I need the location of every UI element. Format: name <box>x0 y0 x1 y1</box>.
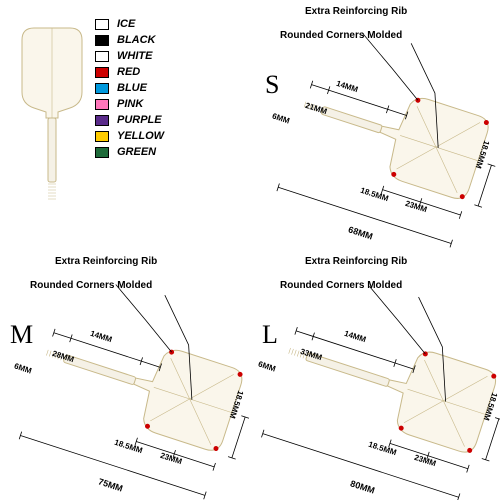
legend-label: GREEN <box>117 146 156 158</box>
panel-size-l: Extra Reinforcing Rib Rounded Corners Mo… <box>250 250 500 500</box>
legend-row: PINK <box>95 98 164 110</box>
flight-shaft <box>48 118 56 182</box>
panel-size-s: Extra Reinforcing Rib Rounded Corners Mo… <box>250 0 500 250</box>
diagram-m <box>0 250 250 500</box>
legend-row: YELLOW <box>95 130 164 142</box>
legend-label: YELLOW <box>117 130 164 142</box>
panel-size-m: Extra Reinforcing Rib Rounded Corners Mo… <box>0 250 250 500</box>
legend-label: ICE <box>117 18 135 30</box>
swatch-ice <box>95 19 109 30</box>
color-legend: ICE BLACK WHITE RED BLUE PINK PURPLE YEL… <box>95 18 164 162</box>
legend-row: BLACK <box>95 34 164 46</box>
swatch-red <box>95 67 109 78</box>
legend-row: PURPLE <box>95 114 164 126</box>
swatch-purple <box>95 115 109 126</box>
panel-colors: ICE BLACK WHITE RED BLUE PINK PURPLE YEL… <box>0 0 250 250</box>
swatch-pink <box>95 99 109 110</box>
legend-label: WHITE <box>117 50 152 62</box>
legend-label: BLUE <box>117 82 147 94</box>
swatch-green <box>95 147 109 158</box>
legend-row: WHITE <box>95 50 164 62</box>
flight-threads <box>48 184 56 199</box>
legend-row: RED <box>95 66 164 78</box>
diagram-l <box>250 250 500 500</box>
legend-row: ICE <box>95 18 164 30</box>
legend-label: PINK <box>117 98 143 110</box>
swatch-black <box>95 35 109 46</box>
swatch-blue <box>95 83 109 94</box>
flight-outline-svg <box>12 20 92 210</box>
swatch-yellow <box>95 131 109 142</box>
legend-label: BLACK <box>117 34 156 46</box>
flight-shaft <box>321 106 382 133</box>
legend-label: RED <box>117 66 140 78</box>
legend-row: GREEN <box>95 146 164 158</box>
swatch-white <box>95 51 109 62</box>
legend-label: PURPLE <box>117 114 162 126</box>
legend-row: BLUE <box>95 82 164 94</box>
